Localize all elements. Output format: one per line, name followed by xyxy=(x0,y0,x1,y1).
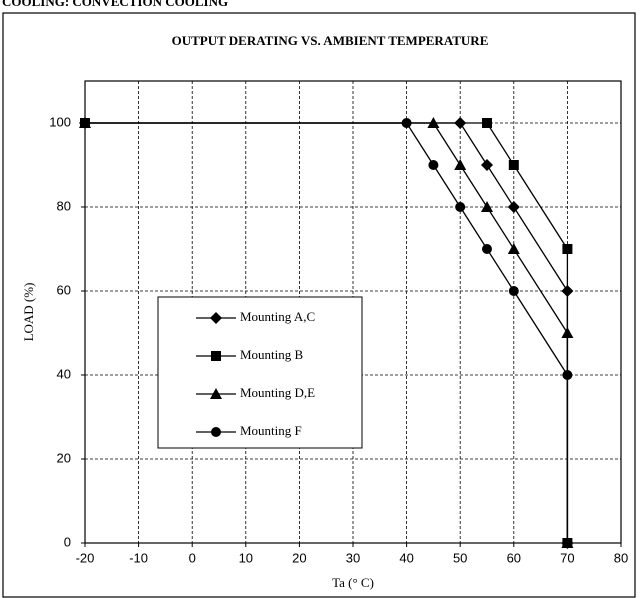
y-tick-label: 100 xyxy=(49,114,71,129)
marker xyxy=(481,159,493,171)
x-tick-label: 0 xyxy=(189,550,196,565)
y-tick-label: 20 xyxy=(57,450,71,465)
marker xyxy=(428,160,439,170)
legend-label: Mounting B xyxy=(240,347,304,362)
header: COOLING: CONVECTION COOLING xyxy=(2,0,228,9)
marker xyxy=(210,312,222,324)
marker xyxy=(562,244,573,254)
y-tick-label: 40 xyxy=(57,366,71,381)
marker xyxy=(211,427,221,437)
legend-label: Mounting F xyxy=(240,423,302,438)
marker xyxy=(401,118,412,128)
x-tick-label: 50 xyxy=(453,550,467,565)
y-tick-label: 80 xyxy=(57,198,71,213)
x-tick-label: -10 xyxy=(129,550,148,565)
x-tick-label: 40 xyxy=(399,550,413,565)
x-tick-label: 20 xyxy=(292,550,306,565)
marker xyxy=(508,286,519,296)
plot-area xyxy=(84,80,622,544)
legend-box xyxy=(157,296,363,449)
marker xyxy=(561,285,574,297)
frame xyxy=(2,12,636,598)
legend: Mounting A,C Mounting B Mounting D,E Mounti… xyxy=(157,296,363,449)
marker xyxy=(561,327,574,338)
legend-label: Mounting A,C xyxy=(240,309,315,324)
y-tick-label: 0 xyxy=(64,534,71,549)
marker xyxy=(211,351,221,361)
marker xyxy=(427,117,440,128)
marker xyxy=(562,370,573,380)
marker xyxy=(80,118,90,128)
marker xyxy=(455,202,466,212)
series-line xyxy=(85,122,569,543)
x-tick-label: 10 xyxy=(239,550,253,565)
x-tick-label: 70 xyxy=(560,550,574,565)
legend-label: Mounting D,E xyxy=(240,385,315,400)
marker xyxy=(507,243,520,254)
x-tick-label: -20 xyxy=(76,550,95,565)
marker xyxy=(507,201,520,213)
marker xyxy=(454,117,467,129)
marker xyxy=(482,118,492,128)
y-tick-label: 60 xyxy=(57,282,71,297)
chart-title: OUTPUT DERATING VS. AMBIENT TEMPERATURE xyxy=(172,33,489,48)
x-tick-label: 30 xyxy=(346,550,360,565)
marker xyxy=(508,160,519,170)
marker xyxy=(454,159,467,170)
x-tick-label: 80 xyxy=(614,550,628,565)
marker xyxy=(482,244,492,254)
y-axis-label: LOAD (%) xyxy=(21,283,36,342)
marker xyxy=(481,201,493,212)
x-axis-label: Ta (° C) xyxy=(332,575,374,590)
marker xyxy=(210,388,222,399)
marker xyxy=(562,538,573,548)
x-tick-label: 60 xyxy=(507,550,521,565)
